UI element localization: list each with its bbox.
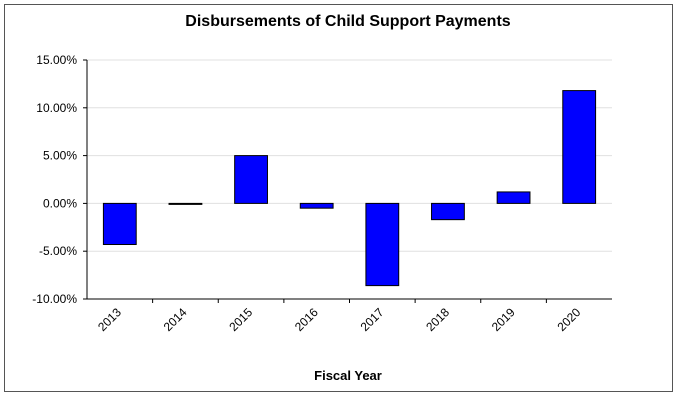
y-tick-label: -5.00%: [39, 244, 77, 258]
x-tick-label: 2015: [226, 305, 255, 334]
chart-title: Disbursements of Child Support Payments: [185, 13, 510, 30]
y-tick-labels: 15.00% 10.00% 5.00% 0.00% -5.00% -10.00%: [32, 53, 77, 306]
x-tick-labels: 2013 2014 2015 2016 2017 2018 2019 2020: [95, 299, 584, 334]
x-tick-label: 2014: [161, 305, 190, 334]
x-tick-label: 2019: [489, 305, 518, 334]
x-tick-label: 2013: [95, 305, 124, 334]
x-tick-label: 2017: [358, 305, 387, 334]
y-tick-label: 15.00%: [36, 53, 77, 67]
axes: [86, 60, 612, 300]
y-tick-label: 5.00%: [43, 149, 77, 163]
bar-2020: [562, 90, 597, 204]
bar-2014: [168, 202, 203, 205]
y-tick-label: -10.00%: [32, 292, 77, 306]
bars: [102, 90, 597, 287]
bar-2018: [431, 202, 465, 221]
x-tick-label: 2020: [555, 305, 584, 334]
bar-2017: [365, 202, 400, 287]
x-tick-label: 2016: [292, 305, 321, 334]
bar-2013: [102, 202, 137, 246]
y-tick-label: 10.00%: [36, 101, 77, 115]
x-tick-label: 2018: [423, 305, 452, 334]
gridlines: [83, 59, 612, 300]
bar-2016: [299, 202, 334, 209]
y-tick-label: 0.00%: [43, 196, 77, 210]
chart-frame: [4, 4, 673, 392]
bar-2015: [234, 155, 268, 204]
bar-2019: [496, 191, 531, 204]
x-axis-label: Fiscal Year: [314, 368, 382, 383]
